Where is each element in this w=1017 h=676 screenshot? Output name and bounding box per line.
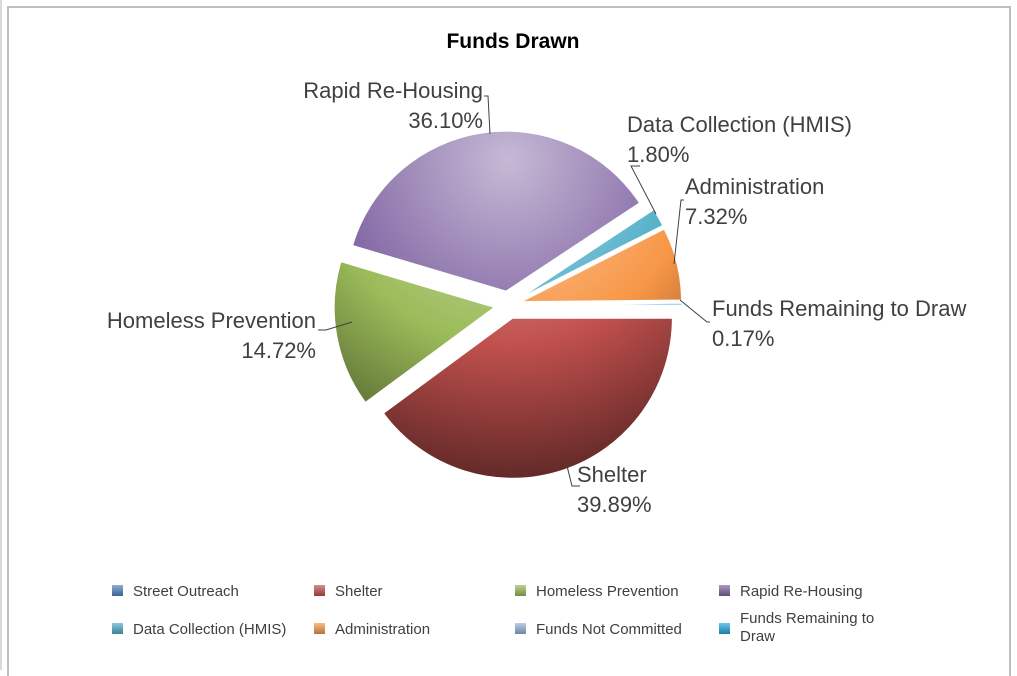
- legend-label-rapid-re-housing: Rapid Re-Housing: [740, 583, 863, 600]
- legend-item-administration: Administration: [314, 621, 430, 638]
- pie-slices: [333, 130, 683, 479]
- slice-shelter: [382, 317, 673, 479]
- slice-label-administration: Administration 7.32%: [685, 174, 824, 229]
- legend-label-street-outreach: Street Outreach: [133, 583, 239, 600]
- legend-swatch-homeless-prevention: [515, 585, 526, 596]
- legend-label-funds-not-committed: Funds Not Committed: [536, 621, 682, 638]
- slice-label-funds-remaining-to-draw: Funds Remaining to Draw 0.17%: [712, 296, 966, 351]
- legend-swatch-shelter: [314, 585, 325, 596]
- legend-item-rapid-re-housing: Rapid Re-Housing: [719, 583, 863, 600]
- slice-label-name: Data Collection (HMIS): [627, 112, 852, 137]
- leader-line-homeless-prevention: [318, 321, 353, 331]
- slice-homeless-prevention: [333, 261, 496, 404]
- slice-administration: [521, 228, 683, 303]
- leader-line-rapid-re-housing: [484, 95, 491, 135]
- legend-label-funds-remaining-to-draw: Funds Remaining to Draw: [740, 610, 874, 645]
- leader-line-data-collection-hmis: [630, 165, 657, 215]
- legend-label-shelter: Shelter: [335, 583, 383, 600]
- chart-title: Funds Drawn: [446, 30, 579, 53]
- leader-line-funds-remaining-to-draw: [679, 299, 710, 323]
- legend-label-homeless-prevention: Homeless Prevention: [536, 583, 679, 600]
- legend-label-administration: Administration: [335, 621, 430, 638]
- leader-line-administration: [673, 199, 684, 265]
- chart-frame: [7, 6, 1011, 676]
- legend-item-funds-not-committed: Funds Not Committed: [515, 621, 682, 638]
- legend-item-street-outreach: Street Outreach: [112, 583, 239, 600]
- slice-label-value: 1.80%: [627, 142, 689, 167]
- slice-label-homeless-prevention: Homeless Prevention 14.72%: [107, 308, 316, 363]
- legend-swatch-street-outreach: [112, 585, 123, 596]
- slice-label-name: Rapid Re-Housing: [303, 78, 483, 103]
- legend-swatch-funds-remaining-to-draw: [719, 623, 730, 634]
- legend-swatch-administration: [314, 623, 325, 634]
- legend-swatch-funds-not-committed: [515, 623, 526, 634]
- slice-label-name: Homeless Prevention: [107, 308, 316, 333]
- slice-label-value: 7.32%: [685, 204, 747, 229]
- slice-label-value: 0.17%: [712, 326, 774, 351]
- legend-label-data-collection-hmis: Data Collection (HMIS): [133, 621, 286, 638]
- left-border-rule: [0, 0, 2, 670]
- slice-label-name: Funds Remaining to Draw: [712, 296, 966, 321]
- legend-item-data-collection-hmis: Data Collection (HMIS): [112, 621, 286, 638]
- legend-label-line: Draw: [740, 628, 775, 645]
- legend-item-homeless-prevention: Homeless Prevention: [515, 583, 679, 600]
- legend-swatch-rapid-re-housing: [719, 585, 730, 596]
- slice-label-name: Shelter: [577, 462, 647, 487]
- slice-label-name: Administration: [685, 174, 824, 199]
- slice-label-shelter: Shelter 39.89%: [577, 462, 652, 517]
- slice-label-value: 36.10%: [408, 108, 483, 133]
- slice-label-value: 39.89%: [577, 492, 652, 517]
- legend-label-line: Funds Remaining to: [740, 610, 874, 627]
- slice-funds-remaining-to-draw: [521, 302, 683, 306]
- slice-labels: Shelter 39.89% Homeless Prevention 14.72% Ra…: [107, 78, 967, 517]
- legend-item-shelter: Shelter: [314, 583, 383, 600]
- slice-label-rapid-re-housing: Rapid Re-Housing 36.10%: [303, 78, 483, 133]
- slice-rapid-re-housing: [351, 130, 641, 292]
- legend-item-funds-remaining-to-draw: Funds Remaining to Draw: [719, 610, 874, 645]
- legend-swatch-data-collection-hmis: [112, 623, 123, 634]
- legend: Street Outreach Shelter Homeless Preventio…: [112, 583, 874, 645]
- leader-lines: [318, 95, 710, 487]
- slice-label-data-collection-hmis: Data Collection (HMIS) 1.80%: [627, 112, 852, 167]
- leader-line-shelter: [565, 461, 580, 487]
- slice-label-value: 14.72%: [241, 338, 316, 363]
